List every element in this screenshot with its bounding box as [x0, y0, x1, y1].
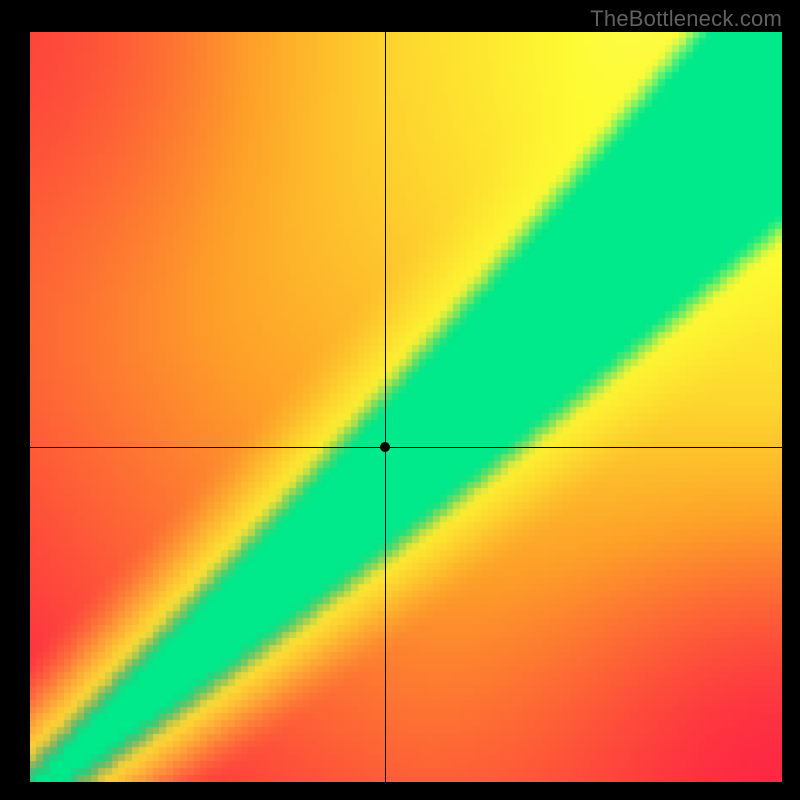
crosshair-vertical — [385, 32, 386, 782]
plot-area — [30, 32, 782, 782]
intersection-marker — [380, 442, 390, 452]
watermark-text: TheBottleneck.com — [590, 6, 782, 32]
heatmap-canvas — [30, 32, 782, 782]
crosshair-horizontal — [30, 447, 782, 448]
